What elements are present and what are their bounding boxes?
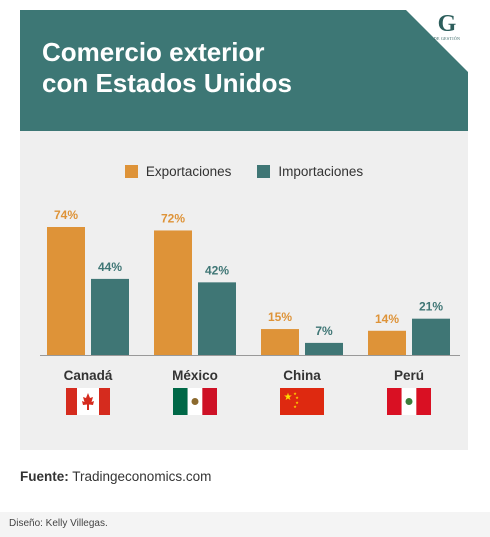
value-label-exports-1: 72% <box>161 211 185 225</box>
canada-flag-icon <box>66 388 110 415</box>
legend-label-exports: Exportaciones <box>145 163 232 179</box>
legend-swatch-imports <box>257 164 271 178</box>
bar-imports-1 <box>198 282 236 355</box>
svg-text:★: ★ <box>284 392 293 403</box>
logo-subtext: DE GESTIÓN <box>433 36 461 41</box>
chart-title: Comercio exterior con Estados Unidos <box>42 37 372 99</box>
header-banner: Comercio exterior con Estados Unidos G D… <box>20 10 468 131</box>
value-label-exports-0: 74% <box>54 208 78 222</box>
bar-exports-2 <box>261 329 299 355</box>
svg-text:★: ★ <box>295 395 299 400</box>
source-label: Fuente: <box>20 469 69 484</box>
source-line: Fuente: Tradingeconomics.com <box>20 469 211 484</box>
value-label-imports-1: 42% <box>205 263 229 277</box>
bar-exports-1 <box>154 230 192 355</box>
mexico-flag-icon <box>173 388 217 415</box>
china-flag-icon: ★ ★★★★ <box>280 388 324 415</box>
svg-text:★: ★ <box>295 400 299 405</box>
bar-chart: 74% 44% 72% 42% 15% 7% 14% 21% Canadá México China… <box>40 208 460 415</box>
value-label-exports-2: 15% <box>268 310 292 324</box>
bar-exports-3 <box>368 330 406 355</box>
value-label-imports-2: 7% <box>315 324 333 338</box>
legend-label-imports: Importaciones <box>278 163 364 179</box>
logo-letter: G <box>437 11 457 37</box>
title-line-2: con Estados Unidos <box>42 68 292 98</box>
logo-corner <box>406 10 468 72</box>
value-label-imports-0: 44% <box>98 260 122 274</box>
svg-text:★: ★ <box>293 404 297 409</box>
title-line-1: Comercio exterior <box>42 37 265 67</box>
category-label-3: Perú <box>394 368 424 383</box>
category-label-1: México <box>172 368 218 383</box>
bar-imports-0 <box>91 278 129 355</box>
category-label-0: Canadá <box>64 368 113 383</box>
legend-swatch-exports <box>124 164 138 178</box>
value-label-imports-3: 21% <box>419 300 443 314</box>
legend-item-imports: Importaciones <box>257 164 363 179</box>
legend-item-exports: Exportaciones <box>124 163 232 179</box>
bar-imports-3 <box>412 318 450 355</box>
value-label-exports-3: 14% <box>375 312 399 326</box>
chart-legend: Exportaciones Importaciones <box>20 161 468 181</box>
infographic-card: Comercio exterior con Estados Unidos G D… <box>20 10 468 450</box>
credit-bar: Diseño: Kelly Villegas. <box>0 512 490 537</box>
bar-imports-2 <box>305 342 343 355</box>
peru-flag-icon <box>387 388 431 415</box>
source-value: Tradingeconomics.com <box>72 469 212 484</box>
design-credit: Diseño: Kelly Villegas. <box>9 518 108 529</box>
svg-text:★: ★ <box>293 391 297 396</box>
category-label-2: China <box>283 368 321 383</box>
bar-exports-0 <box>47 227 85 355</box>
